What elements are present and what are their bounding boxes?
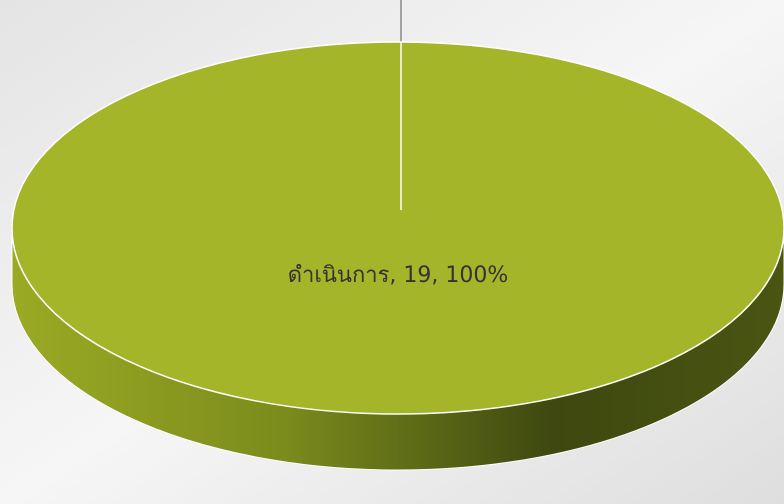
slice (11, 41, 784, 415)
data-label: ดำเนินการ, 19, 100% (288, 263, 509, 288)
